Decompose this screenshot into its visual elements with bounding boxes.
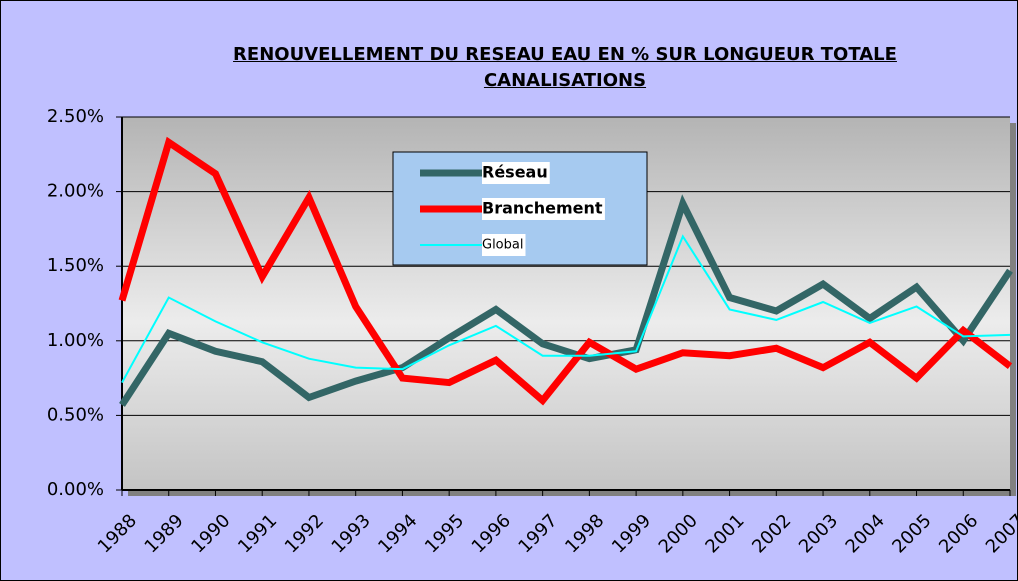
y-tick-label: 1.50%: [47, 255, 104, 276]
legend-label: Global: [482, 238, 523, 253]
legend-label-bg: [482, 162, 550, 184]
legend-label-bg: [482, 198, 605, 220]
series-line: [119, 194, 1013, 407]
series-line: [118, 136, 1013, 406]
series-line: [121, 234, 1011, 384]
y-tick-label: 1.00%: [47, 330, 104, 351]
y-tick-label: 2.00%: [47, 181, 104, 202]
y-tick-label: 0.00%: [47, 479, 104, 500]
legend-label: Réseau: [482, 163, 548, 182]
y-tick-label: 2.50%: [47, 106, 104, 127]
y-tick-label: 0.50%: [47, 404, 104, 425]
legend-label-bg: [482, 234, 526, 256]
legend-label: Branchement: [482, 199, 603, 218]
chart-title: RENOUVELLEMENT DU RESEAU EAU EN % SUR LO…: [233, 44, 897, 91]
